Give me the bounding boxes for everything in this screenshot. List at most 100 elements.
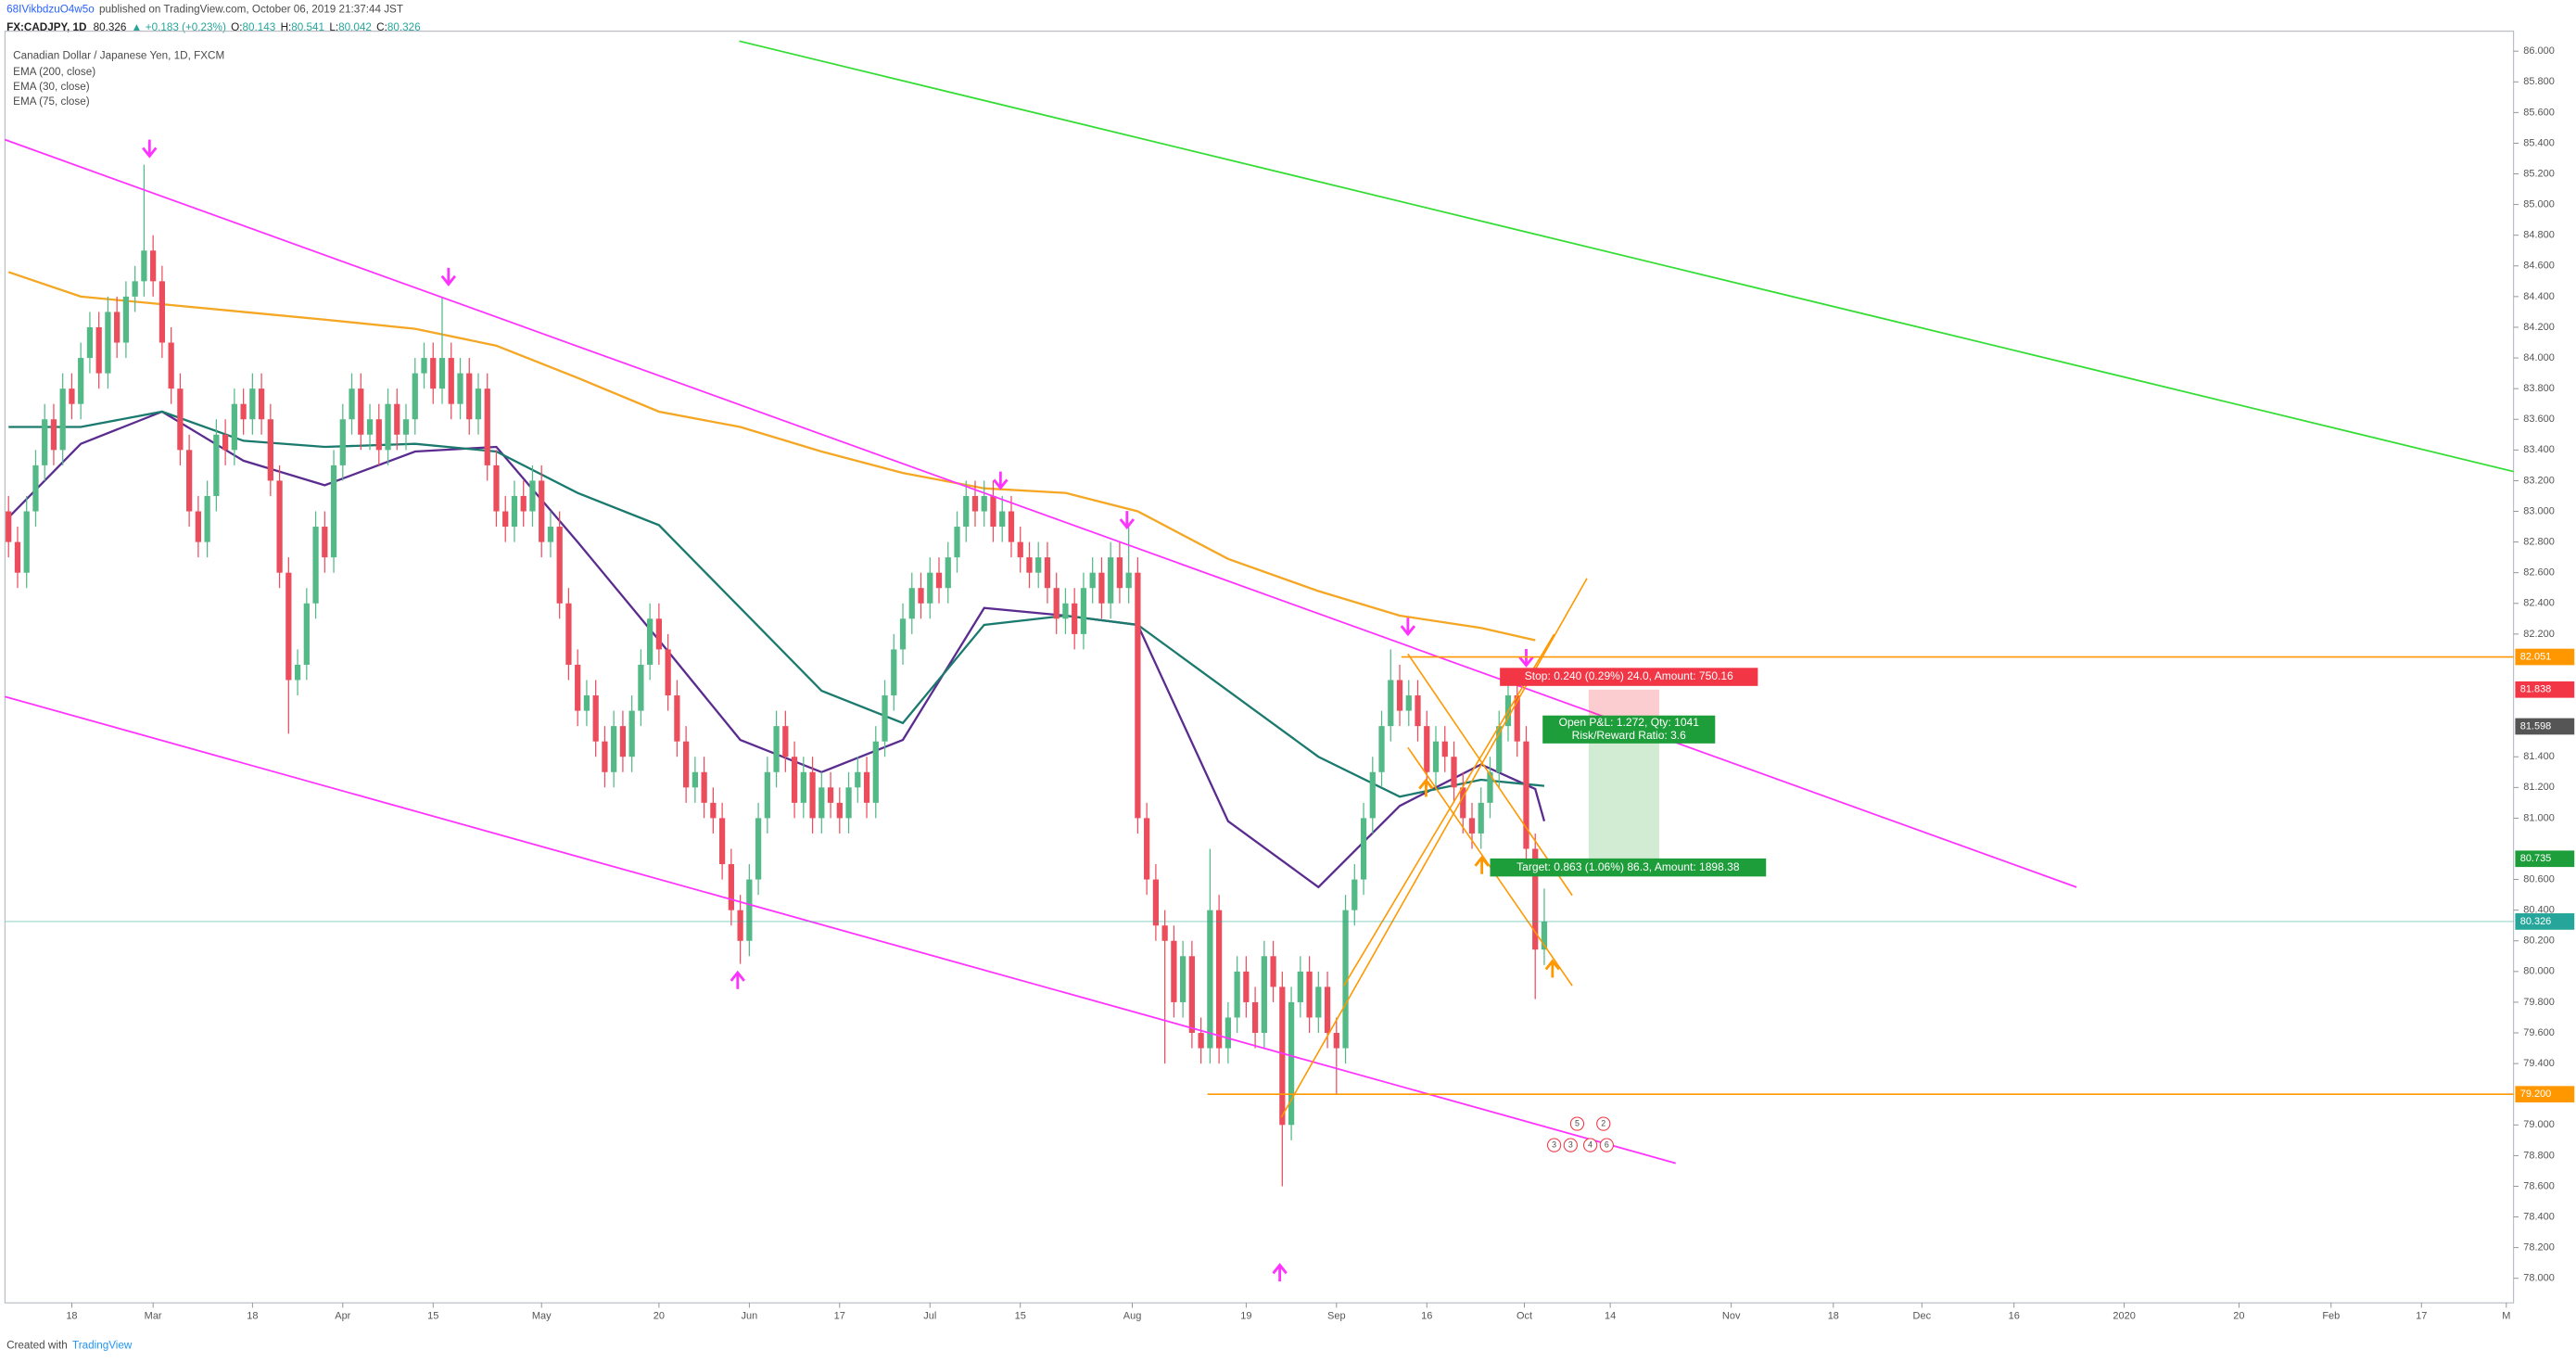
close-value: 80.326 bbox=[387, 21, 421, 33]
target-zone bbox=[1588, 726, 1660, 859]
candle-body bbox=[394, 403, 400, 435]
candle-body bbox=[845, 787, 852, 819]
candle-body bbox=[1270, 956, 1276, 987]
y-tick-label: 84.800 bbox=[2523, 230, 2555, 241]
candle-body bbox=[773, 726, 780, 772]
y-tick-label: 80.200 bbox=[2523, 936, 2555, 947]
candle-body bbox=[935, 572, 943, 589]
author[interactable]: 68IVikbdzuO4w5o bbox=[6, 4, 95, 16]
candle-body bbox=[249, 388, 256, 420]
x-tick-label: Dec bbox=[1913, 1310, 1932, 1321]
candle-body bbox=[918, 588, 924, 604]
candle-body bbox=[1251, 1001, 1259, 1034]
candle-body bbox=[231, 403, 237, 451]
candle-body bbox=[665, 649, 671, 696]
candle-body bbox=[330, 465, 337, 558]
candle-body bbox=[1072, 603, 1078, 634]
y-tick-label: 84.200 bbox=[2523, 322, 2555, 333]
x-tick-label: Jun bbox=[742, 1310, 758, 1321]
y-tick-label: 80.600 bbox=[2523, 873, 2555, 885]
candle-body bbox=[1279, 986, 1286, 1126]
candle-body bbox=[674, 695, 680, 742]
candle-body bbox=[466, 373, 473, 420]
open-prefix: O: bbox=[231, 21, 242, 33]
footer-created: Created with bbox=[6, 1339, 68, 1351]
candle-body bbox=[529, 480, 536, 512]
candle-body bbox=[701, 771, 707, 803]
y-tick-label: 81.400 bbox=[2523, 751, 2555, 762]
event-marker bbox=[1582, 1138, 1598, 1152]
candle-body bbox=[1333, 1033, 1339, 1049]
candle-body bbox=[502, 511, 509, 528]
publish-line: 68IVikbdzuO4w5o published on TradingView.… bbox=[6, 4, 403, 16]
candle-body bbox=[872, 741, 879, 803]
price-label-box bbox=[2515, 1086, 2575, 1103]
candle-body bbox=[655, 618, 663, 650]
price-label-box bbox=[2515, 648, 2575, 666]
x-tick-label: Feb bbox=[2322, 1310, 2340, 1321]
candle-body bbox=[1261, 956, 1267, 1034]
candle-body bbox=[1180, 956, 1186, 1002]
candle-body bbox=[195, 511, 201, 542]
x-tick-label: Nov bbox=[1722, 1310, 1741, 1321]
trend-line bbox=[5, 138, 2077, 888]
price-label-box bbox=[2515, 718, 2575, 735]
candle-body bbox=[484, 388, 490, 465]
candle-body bbox=[294, 664, 301, 681]
legend-entry: EMA (200, close) bbox=[13, 66, 95, 78]
event-label: 6 bbox=[1605, 1139, 1609, 1149]
low-prefix: L: bbox=[329, 21, 338, 33]
candle-body bbox=[520, 495, 527, 512]
candle-body bbox=[457, 373, 463, 404]
price-label: 79.200 bbox=[2520, 1088, 2552, 1100]
price-label: 81.598 bbox=[2520, 720, 2552, 732]
x-tick-label: 17 bbox=[2416, 1310, 2427, 1321]
arrow-up bbox=[730, 970, 745, 989]
candle-body bbox=[737, 910, 743, 941]
candle-body bbox=[204, 495, 210, 542]
candle-body bbox=[1053, 588, 1060, 619]
candle-body bbox=[1225, 1017, 1231, 1049]
candle-body bbox=[882, 695, 888, 742]
candle-body bbox=[1369, 771, 1376, 819]
candle-body bbox=[1288, 1001, 1295, 1126]
arrow-up bbox=[1272, 1263, 1288, 1282]
candle-body bbox=[1035, 557, 1042, 573]
low-value: 80.042 bbox=[338, 21, 372, 33]
candle-body bbox=[150, 250, 157, 282]
candle-body bbox=[1135, 572, 1141, 819]
y-tick-label: 86.000 bbox=[2523, 45, 2555, 57]
x-tick-label: 20 bbox=[654, 1310, 665, 1321]
footer-brand[interactable]: TradingView bbox=[72, 1339, 133, 1351]
candle-body bbox=[1415, 695, 1421, 727]
candle-body bbox=[1460, 787, 1466, 819]
y-tick-label: 83.600 bbox=[2523, 414, 2555, 425]
series-layer: 78.000 78.200 78.400 78.600 78.800 79.000 79.4… bbox=[6, 45, 2555, 1321]
candle-body bbox=[312, 527, 319, 604]
y-tick-label: 79.000 bbox=[2523, 1119, 2555, 1130]
candle-body bbox=[286, 572, 292, 681]
y-tick-label: 83.800 bbox=[2523, 383, 2555, 394]
candle-body bbox=[1388, 680, 1394, 727]
candle-body bbox=[1188, 956, 1195, 1034]
candle-body bbox=[23, 511, 30, 573]
x-tick-label: 20 bbox=[2233, 1310, 2244, 1321]
y-tick-label: 83.400 bbox=[2523, 444, 2555, 455]
event-marker bbox=[1546, 1138, 1562, 1152]
event-label: 3 bbox=[1552, 1139, 1556, 1149]
stop-box bbox=[1500, 668, 1758, 686]
candle-body bbox=[168, 342, 174, 389]
candle-body bbox=[990, 495, 996, 528]
channel-line bbox=[1343, 633, 1555, 986]
candle-body bbox=[1342, 910, 1349, 1049]
candle-body bbox=[827, 787, 834, 803]
y-tick-label: 79.600 bbox=[2523, 1027, 2555, 1038]
event-label: 2 bbox=[1601, 1118, 1605, 1127]
candle-body bbox=[1451, 757, 1457, 788]
candle-body bbox=[1144, 818, 1150, 880]
candle-body bbox=[556, 527, 563, 604]
candle-body bbox=[863, 771, 870, 803]
arrow-down bbox=[142, 139, 158, 159]
